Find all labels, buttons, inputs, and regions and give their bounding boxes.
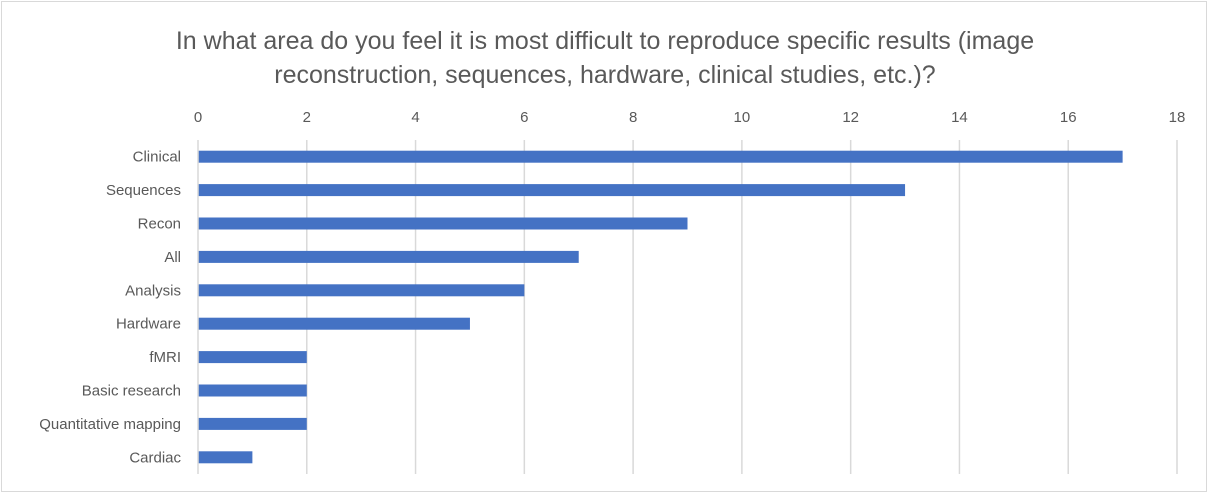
category-label: All bbox=[164, 249, 181, 266]
x-tick-label: 8 bbox=[629, 109, 637, 126]
category-label: Hardware bbox=[116, 316, 181, 333]
x-axis-ticks: 0 2 4 6 8 10 12 14 16 18 bbox=[194, 109, 1186, 126]
category-label: Sequences bbox=[106, 182, 181, 199]
category-label: fMRI bbox=[149, 349, 181, 366]
category-label: Cardiac bbox=[129, 449, 181, 466]
bar-clinical bbox=[198, 150, 1123, 163]
x-tick-label: 12 bbox=[842, 109, 859, 126]
chart-title-line-1: In what area do you feel it is most diff… bbox=[175, 27, 1035, 55]
bar-quantitative-mapping bbox=[198, 417, 307, 430]
category-label: Basic research bbox=[82, 383, 181, 400]
bar-analysis bbox=[198, 284, 525, 297]
category-label: Recon bbox=[138, 216, 181, 233]
x-tick-label: 6 bbox=[520, 109, 528, 126]
x-tick-label: 4 bbox=[411, 109, 419, 126]
bars bbox=[198, 150, 1123, 464]
x-tick-label: 0 bbox=[194, 109, 202, 126]
category-labels: Clinical Sequences Recon All Analysis Hardwar… bbox=[39, 149, 181, 467]
bar-hardware bbox=[198, 317, 470, 330]
x-tick-label: 10 bbox=[734, 109, 751, 126]
category-label: Quantitative mapping bbox=[39, 416, 181, 433]
x-tick-label: 2 bbox=[303, 109, 311, 126]
category-label: Analysis bbox=[125, 282, 181, 299]
bar-all bbox=[198, 250, 579, 263]
chart-title-line-2: reconstruction, sequences, hardware, cli… bbox=[274, 61, 936, 89]
x-tick-label: 18 bbox=[1169, 109, 1186, 126]
bar-cardiac bbox=[198, 451, 253, 464]
x-tick-label: 16 bbox=[1060, 109, 1077, 126]
x-tick-label: 14 bbox=[951, 109, 968, 126]
bar-recon bbox=[198, 217, 688, 230]
bar-fmri bbox=[198, 351, 307, 364]
bar-basic-research bbox=[198, 384, 307, 397]
bar-sequences bbox=[198, 184, 906, 197]
category-label: Clinical bbox=[133, 149, 181, 166]
